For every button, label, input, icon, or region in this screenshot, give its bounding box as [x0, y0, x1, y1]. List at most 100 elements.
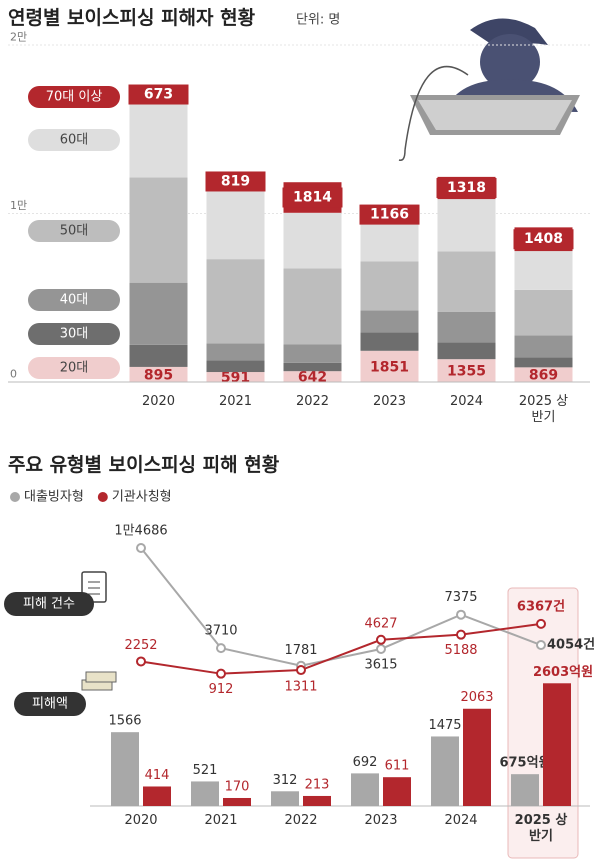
bar-segment	[283, 212, 342, 269]
bar	[431, 736, 459, 806]
value-label: 4627	[364, 616, 397, 631]
value-label: 2063	[460, 690, 493, 705]
value-label: 1311	[284, 680, 317, 695]
bar-segment	[283, 268, 342, 345]
x-tick-label: 2023	[364, 813, 398, 828]
legend-swatch	[28, 289, 120, 311]
bar	[383, 777, 411, 806]
legend-label: 대출빙자형	[24, 490, 84, 505]
value-label: 7375	[444, 590, 477, 605]
line	[140, 547, 542, 667]
value-label: 692	[353, 755, 378, 770]
bar-segment	[129, 100, 188, 178]
value-label: 591	[221, 370, 250, 386]
bar	[271, 791, 299, 806]
bar-segment	[206, 259, 265, 344]
x-tick-label: 2024	[444, 813, 478, 828]
legend-swatch	[28, 220, 120, 242]
legend-label: 40대	[60, 293, 89, 308]
money-icon	[81, 671, 117, 691]
bar	[351, 773, 379, 806]
value-label: 1851	[370, 359, 409, 375]
legend-marker	[97, 492, 108, 502]
bar-segment	[283, 344, 342, 363]
value-label: 170	[225, 779, 250, 794]
point	[456, 629, 466, 640]
bar-segment	[129, 177, 188, 283]
bar-segment	[129, 282, 188, 345]
bar-segment	[129, 366, 188, 382]
value-label: 3710	[204, 624, 237, 639]
bar-segment	[514, 289, 573, 336]
value-label: 675억원	[499, 756, 550, 771]
legend-marker	[10, 492, 20, 502]
value-label: 213	[305, 777, 330, 792]
bar-segment	[437, 311, 496, 343]
chart-subtitle: 단위: 명	[296, 13, 340, 28]
x-tick-label: 2020	[141, 394, 176, 409]
value-label: 673	[144, 87, 173, 103]
bar-segment	[206, 360, 265, 373]
bar-segment	[437, 342, 496, 360]
value-label: 895	[144, 367, 173, 383]
bar-segment	[437, 251, 496, 312]
chart-title: 주요 유형별 보이스피싱 피해 현황	[8, 453, 280, 476]
bar-segment	[206, 372, 265, 382]
bar-segment	[360, 350, 419, 382]
x-tick-label: 2023	[372, 394, 407, 409]
point	[536, 640, 546, 651]
bar	[111, 732, 139, 806]
value-label: 1만4686	[114, 523, 167, 538]
chart-title: 연령별 보이스피싱 피해자 현황	[8, 6, 256, 29]
legend-label: 50대	[60, 224, 89, 239]
point	[296, 665, 306, 676]
value-label: 4054건	[547, 637, 595, 653]
legend-label: 기관사칭형	[112, 490, 172, 505]
value-label: 1475	[428, 718, 461, 733]
line	[140, 622, 542, 675]
side-tag-label: 피해 건수	[23, 597, 75, 612]
value-label: 642	[298, 370, 327, 386]
bar-segment	[283, 362, 342, 372]
point	[456, 609, 466, 620]
value-label: 2252	[124, 638, 157, 653]
value-label-box	[359, 204, 420, 225]
legend-label: 30대	[60, 327, 89, 342]
legend-label: 70대 이상	[46, 90, 103, 105]
value-label: 5188	[444, 643, 477, 658]
bar-segment	[514, 357, 573, 368]
legend-swatch	[28, 323, 120, 345]
bar-segment	[514, 335, 573, 358]
point	[216, 668, 226, 679]
value-label: 611	[385, 759, 410, 774]
x-tick-label: 2020	[124, 813, 158, 828]
bar-segment	[514, 367, 573, 382]
y-tick-label: 1만	[10, 199, 27, 212]
bar-segment	[360, 224, 419, 262]
bar-segment	[360, 332, 419, 351]
value-label: 912	[209, 682, 234, 697]
value-label: 1318	[447, 180, 486, 196]
legend-swatch	[28, 357, 120, 379]
bar	[143, 786, 171, 806]
value-label-box	[128, 84, 189, 105]
side-tag	[14, 692, 86, 716]
x-tick-label: 2021	[218, 394, 253, 409]
point	[376, 644, 386, 655]
bar	[463, 708, 491, 806]
legend-label: 60대	[60, 133, 89, 148]
bar-segment	[360, 310, 419, 333]
bar-segment	[129, 344, 188, 367]
value-label: 1166	[370, 207, 409, 223]
point	[136, 542, 146, 553]
value-label-box	[436, 177, 497, 198]
point	[136, 656, 146, 667]
value-label: 521	[193, 763, 218, 778]
bar-segment	[437, 359, 496, 382]
value-label-box	[282, 187, 343, 208]
value-label: 1781	[284, 643, 317, 658]
value-label: 414	[145, 768, 170, 783]
x-tick-label: 2022	[284, 813, 318, 828]
